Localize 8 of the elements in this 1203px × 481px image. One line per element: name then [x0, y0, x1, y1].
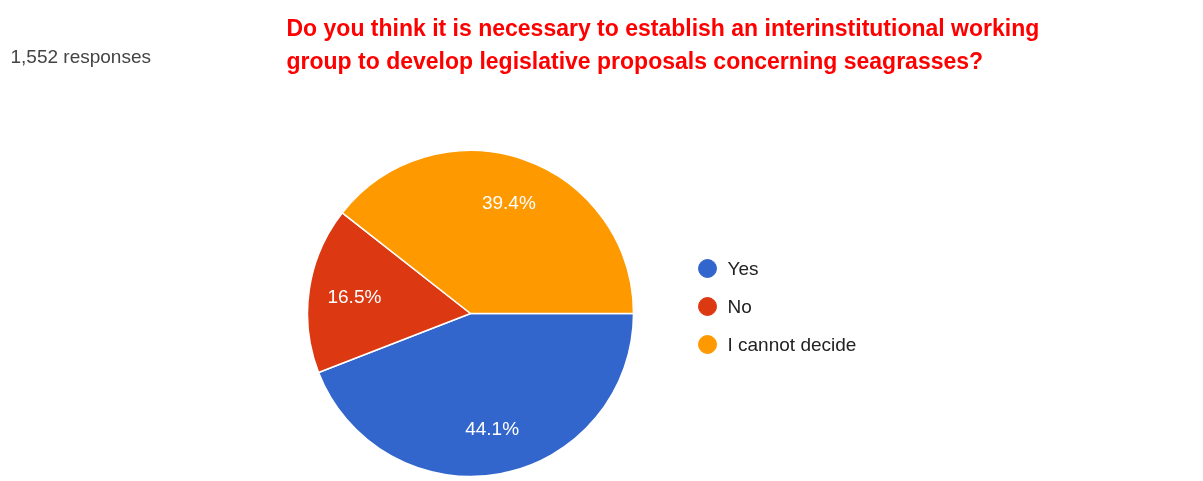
legend-label: No	[727, 296, 752, 317]
data-label: 39.4%	[481, 192, 536, 214]
data-label: 44.1%	[465, 418, 520, 440]
chart-title: Do you think it is necessary to establish an interinstitutional working group to develop legislative proposals concerning seagrasses?	[286, 14, 1040, 75]
legend-label: I cannot decide	[727, 334, 857, 355]
text: 1,552 responses	[10, 46, 151, 67]
legend-label: Yes	[727, 258, 759, 279]
data-label: 16.5%	[327, 285, 382, 307]
